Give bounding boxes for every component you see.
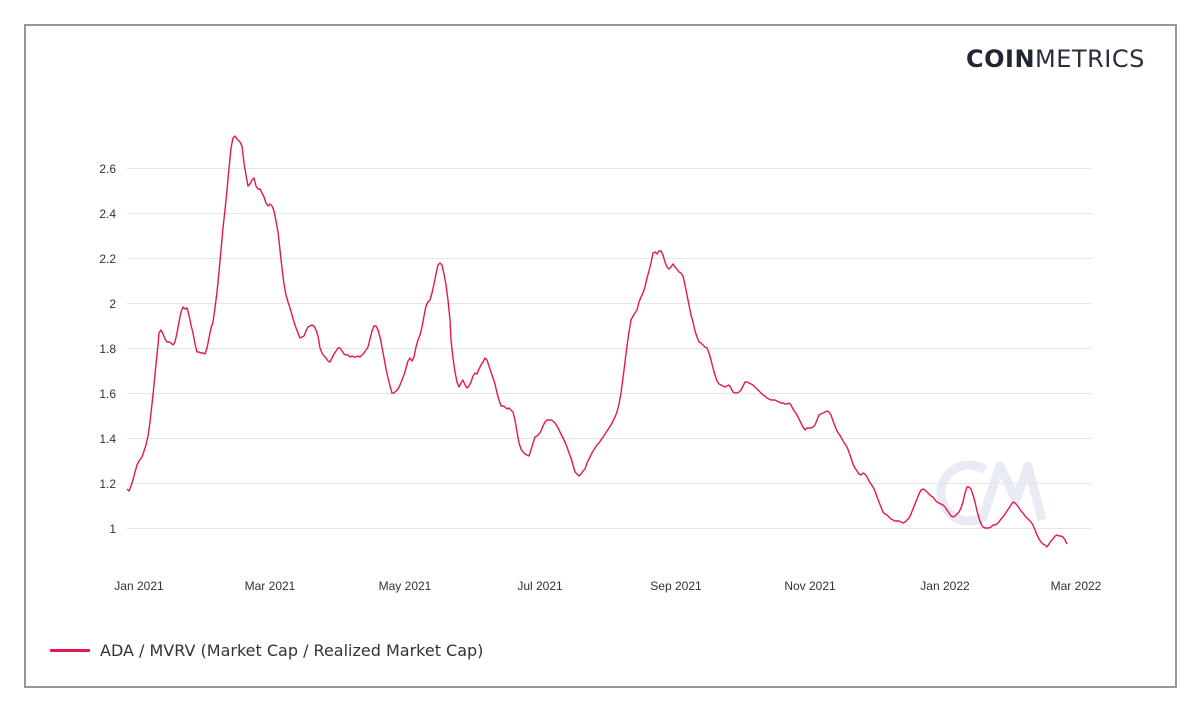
legend-item-ada-mvrv[interactable]: ADA / MVRV (Market Cap / Realized Market…: [50, 641, 483, 660]
y-tick: 1.4: [99, 432, 116, 446]
logo-light-text: METRICS: [1035, 45, 1145, 73]
logo-bold-text: COIN: [966, 45, 1036, 73]
x-tick: Mar 2021: [245, 579, 296, 593]
legend-swatch: [50, 649, 90, 652]
x-tick: Nov 2021: [784, 579, 836, 593]
x-axis: Jan 2021 Mar 2021 May 2021 Jul 2021 Sep …: [114, 579, 1101, 593]
coinmetrics-logo: COINMETRICS: [966, 45, 1145, 73]
x-tick: Jul 2021: [517, 579, 563, 593]
x-tick: Mar 2022: [1051, 579, 1102, 593]
y-tick: 2.4: [99, 207, 116, 221]
series-line-ada-mvrv[interactable]: [126, 135, 1068, 548]
legend-label: ADA / MVRV (Market Cap / Realized Market…: [100, 641, 484, 660]
y-gridlines: [127, 168, 1092, 529]
y-tick: 2.6: [99, 162, 116, 176]
x-tick: May 2021: [379, 579, 432, 593]
y-tick: 1.2: [99, 477, 116, 491]
y-tick: 1: [109, 522, 116, 536]
y-tick: 1.6: [99, 387, 116, 401]
y-tick: 2.2: [99, 252, 116, 266]
x-tick: Jan 2022: [920, 579, 970, 593]
y-axis: 1 1.2 1.4 1.6 1.8 2 2.2 2.4 2.6: [99, 162, 116, 536]
y-tick: 2: [109, 297, 116, 311]
x-tick: Sep 2021: [650, 579, 702, 593]
cm-watermark-icon: [936, 460, 1047, 526]
chart-frame: [24, 24, 1177, 688]
x-tick: Jan 2021: [114, 579, 164, 593]
y-tick: 1.8: [99, 342, 116, 356]
